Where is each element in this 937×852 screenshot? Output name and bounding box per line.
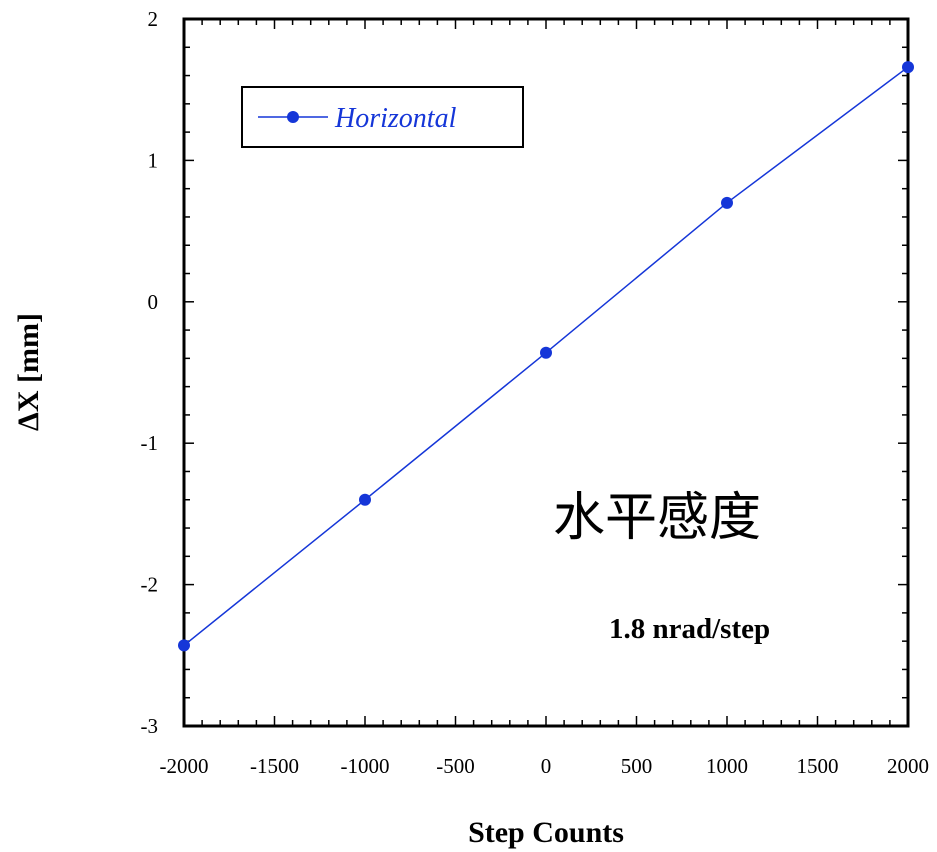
x-tick-label: 2000 xyxy=(887,754,929,778)
data-point xyxy=(540,346,552,359)
data-point xyxy=(178,639,190,652)
y-tick-label: 1 xyxy=(148,148,159,172)
y-axis-title: ΔX [mm] xyxy=(12,313,45,431)
legend-marker xyxy=(287,111,299,123)
annotation-title: 水平感度 xyxy=(553,488,761,548)
data-point xyxy=(359,493,371,506)
y-tick-label: -2 xyxy=(141,573,159,597)
x-tick-label: -2000 xyxy=(160,754,209,778)
y-tick-labels: 2 1 0 -1 -2 -3 xyxy=(141,7,159,738)
y-tick-label: 2 xyxy=(148,7,159,31)
x-axis-title: Step Counts xyxy=(468,816,624,849)
x-tick-label: -1500 xyxy=(250,754,299,778)
x-tick-label: -500 xyxy=(436,754,475,778)
x-tick-label: 0 xyxy=(541,754,552,778)
annotation-rate: 1.8 nrad/step xyxy=(609,613,770,645)
plot-frame xyxy=(182,17,910,728)
series-layer xyxy=(178,61,914,652)
data-point xyxy=(721,196,733,209)
x-tick-labels: -2000 -1500 -1000 -500 0 500 1000 1500 2000 xyxy=(160,754,930,778)
legend: Horizontal xyxy=(241,86,524,148)
x-tick-label: 1000 xyxy=(706,754,748,778)
y-tick-label: -1 xyxy=(141,431,159,455)
legend-label: Horizontal xyxy=(334,103,457,134)
x-tick-label: 500 xyxy=(621,754,653,778)
y-tick-label: -3 xyxy=(141,714,159,738)
x-tick-label: -1000 xyxy=(341,754,390,778)
x-tick-label: 1500 xyxy=(797,754,839,778)
y-tick-label: 0 xyxy=(148,290,159,314)
data-point xyxy=(902,61,914,74)
